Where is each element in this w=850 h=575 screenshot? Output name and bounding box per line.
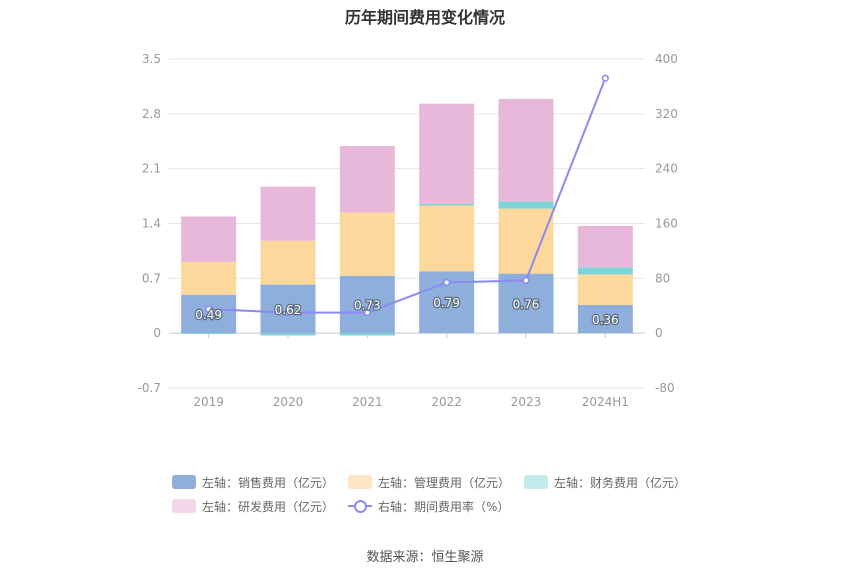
rate-polyline [208, 77, 607, 314]
legend-label-admin: 左轴：管理费用（亿元） [378, 475, 511, 490]
x-tick-label: 2021 [352, 395, 383, 409]
left-tick-label: -0.7 [138, 381, 161, 395]
data-label: 0.62 [275, 303, 302, 317]
x-tick-label: 2019 [193, 395, 224, 409]
legend-item-finance[interactable]: 左轴：财务费用（亿元） [524, 474, 686, 491]
bar-segment [577, 304, 633, 334]
right-tick-label: 0 [655, 326, 663, 340]
legend-swatch-sales [172, 475, 196, 489]
bar-segment [339, 212, 395, 276]
bar-segment [498, 98, 554, 202]
data-label: 0.49 [195, 308, 222, 322]
left-tick-label: 0.7 [142, 271, 161, 285]
bar-segment [339, 333, 395, 336]
bar-segment [181, 294, 237, 334]
bar-segment [419, 203, 475, 206]
bar-segment [260, 186, 316, 241]
x-tick-label: 2024H1 [582, 395, 629, 409]
legend-label-rd: 左轴：研发费用（亿元） [202, 499, 335, 514]
right-tick-label: 400 [655, 52, 678, 66]
bar-segment [577, 274, 633, 305]
legend-swatch-admin [348, 475, 373, 489]
legend-label-rate: 右轴：期间费用率（%） [378, 499, 510, 514]
rate-point [205, 305, 213, 313]
bar-segment [498, 201, 554, 209]
bar-segment [577, 267, 633, 275]
data-label: 0.36 [592, 313, 619, 327]
bar-segment [498, 208, 554, 274]
data-source: 数据来源：恒生聚源 [366, 550, 484, 565]
right-tick-label: 320 [655, 107, 678, 121]
bar-segment [181, 261, 237, 295]
rate-point [601, 74, 609, 82]
data-label: 0.73 [354, 299, 381, 313]
chart-title: 历年期间费用变化情况 [344, 8, 505, 27]
x-tick-label: 2020 [273, 395, 304, 409]
grid-lines [169, 58, 645, 389]
legend-item-rate[interactable]: 右轴：期间费用率（%） [348, 498, 509, 515]
left-tick-label: 2.1 [142, 162, 161, 176]
rate-point [284, 309, 292, 317]
bar-segment [260, 240, 316, 285]
data-labels: 0.49 0.62 0.73 0.79 0.76 0.36 [194, 295, 620, 328]
legend-label-finance: 左轴：财务费用（亿元） [554, 475, 687, 490]
right-tick-label: 240 [655, 162, 678, 176]
legend-item-sales[interactable]: 左轴：销售费用（亿元） [172, 474, 334, 491]
legend-swatch-rd [172, 499, 196, 513]
data-label: 0.79 [433, 296, 460, 310]
bar-segment [577, 225, 633, 268]
rate-line [205, 74, 609, 317]
left-tick-label: 2.8 [142, 107, 161, 121]
left-tick-label: 0 [153, 326, 161, 340]
rate-point [522, 276, 530, 284]
left-tick-label: 1.4 [142, 217, 161, 231]
bar-segment [260, 284, 316, 334]
legend-line-icon [348, 499, 373, 513]
rate-point [443, 278, 451, 287]
right-tick-label: 80 [655, 271, 670, 285]
bar-segment [181, 333, 237, 334]
axis-tick-labels: 3.5 2.8 2.1 1.4 0.7 0 -0.7 400 320 240 160 80 0 -80 20… [138, 52, 678, 409]
bar-line-chart: 0.49 0.62 0.73 0.79 0.76 0.36 3.5 2.8 2.1 1.4 0.7… [138, 52, 678, 409]
legend-label-sales: 左轴：销售费用（亿元） [202, 475, 335, 490]
chart-legend: 左轴：销售费用（亿元） 左轴：管理费用（亿元） 左轴：财务费用（亿元） 左轴：研… [172, 470, 692, 518]
x-tick-label: 2022 [431, 395, 462, 409]
bar-segment [419, 103, 475, 204]
legend-swatch-finance [524, 475, 549, 489]
right-tick-label: 160 [655, 217, 678, 231]
data-label: 0.76 [513, 297, 540, 311]
legend-item-admin[interactable]: 左轴：管理费用（亿元） [348, 474, 510, 491]
rate-point [363, 309, 371, 317]
right-tick-label: -80 [655, 381, 675, 395]
bar-stacks [181, 98, 633, 336]
bar-segment [339, 145, 395, 213]
bar-segment [419, 205, 475, 272]
legend-item-rd[interactable]: 左轴：研发费用（亿元） [172, 498, 334, 515]
bar-segment [181, 216, 237, 262]
left-tick-label: 3.5 [142, 52, 161, 66]
bar-segment [260, 333, 316, 336]
x-tick-label: 2023 [511, 395, 542, 409]
